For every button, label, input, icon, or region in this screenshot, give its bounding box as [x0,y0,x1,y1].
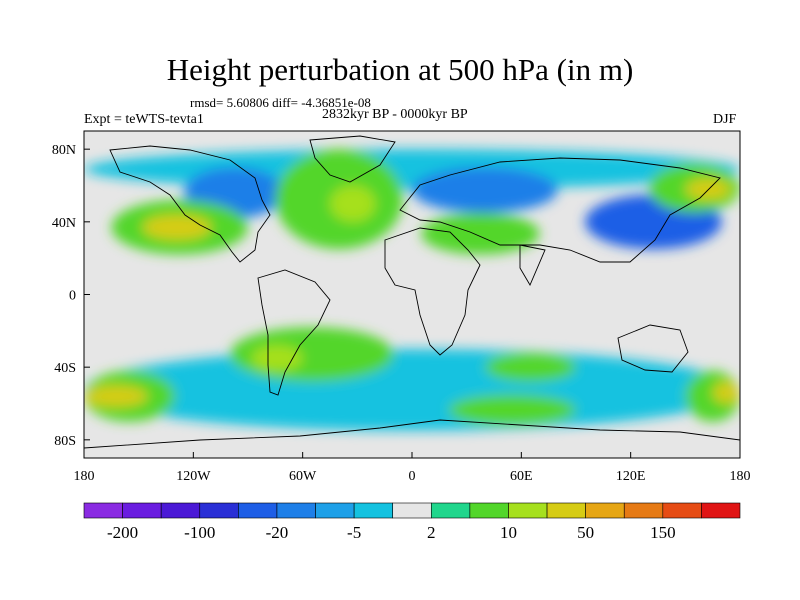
colorbar-label-4: 2 [427,523,436,542]
colorbar-box-1 [122,502,162,519]
anomaly-3 [142,214,212,241]
anomaly-13 [84,385,148,408]
colorbar-box-11 [508,502,548,519]
colorbar-label-2: -20 [266,523,289,542]
anomaly-layer [84,149,740,431]
stats-line: rmsd= 5.60806 diff= -4.36851e-08 [190,95,371,110]
colorbar-box-12 [546,502,586,519]
y-tick-label-0: 80N [52,143,76,158]
colorbar-box-15 [662,502,702,519]
x-tick-label-1: 120W [176,469,211,484]
anomaly-11 [84,349,740,431]
colorbar-label-0: -200 [107,523,138,542]
x-tick-label-4: 60E [510,469,533,484]
colorbar-box-8 [392,502,432,519]
coast-eurasia [399,157,721,263]
colorbar-label-7: 150 [650,523,676,542]
colorbar-box-0 [83,502,123,519]
colorbar-box-2 [160,502,201,519]
coast-north-america [109,145,271,263]
anomaly-19 [712,381,740,404]
coast-antarctica [84,419,740,449]
anomaly-0 [84,149,740,190]
colorbar: -200 -100 -20 -5 2 10 50 150 [83,502,741,542]
colorbar-label-6: 50 [577,523,594,542]
coast-australia [617,324,689,373]
colorbar-box-6 [315,502,355,519]
anomaly-5 [330,185,376,222]
colorbar-label-5: 10 [500,523,517,542]
anomaly-7 [421,212,540,255]
x-tick-label-3: 0 [409,469,416,484]
colorbar-box-14 [623,502,664,519]
y-tick-label-3: 40S [54,361,76,376]
colorbar-box-5 [276,502,316,519]
coast-africa [384,227,481,356]
colorbar-box-3 [199,502,239,519]
anomaly-17 [484,352,576,382]
x-tick-label-2: 60W [289,469,317,484]
coast-greenland [309,135,396,183]
x-tick-label-5: 120E [616,469,646,484]
colorbar-box-16 [701,502,741,519]
x-tick-label-0: 180 [74,469,95,484]
y-tick-label-4: 80S [54,434,76,449]
colorbar-box-10 [469,502,509,519]
colorbar-label-1: -100 [184,523,215,542]
experiment-label: Expt = teWTS-tevta1 [84,112,204,127]
coastlines [84,135,740,449]
coast-south-america [257,269,331,396]
x-tick-label-6: 180 [730,469,751,484]
x-axis: 180 120W 60W 0 60E 120E 180 [74,452,751,484]
colorbar-label-3: -5 [347,523,361,542]
colorbar-box-13 [585,502,625,519]
anomaly-6 [412,167,558,213]
colorbar-box-9 [430,502,471,519]
season-label: DJF [713,112,737,127]
y-tick-label-1: 40N [52,216,76,231]
colorbar-box-7 [353,502,394,519]
anomaly-10 [685,178,731,201]
anomaly-16 [448,394,576,426]
plot-title: Height perturbation at 500 hPa (in m) [166,52,634,87]
period-label: 2832kyr BP - 0000kyr BP [322,107,468,122]
coast-india [519,244,546,286]
y-axis: 80N 40N 0 40S 80S [52,143,90,449]
colorbar-box-4 [238,502,278,519]
y-tick-label-2: 0 [69,289,76,304]
anomaly-15 [251,345,303,371]
